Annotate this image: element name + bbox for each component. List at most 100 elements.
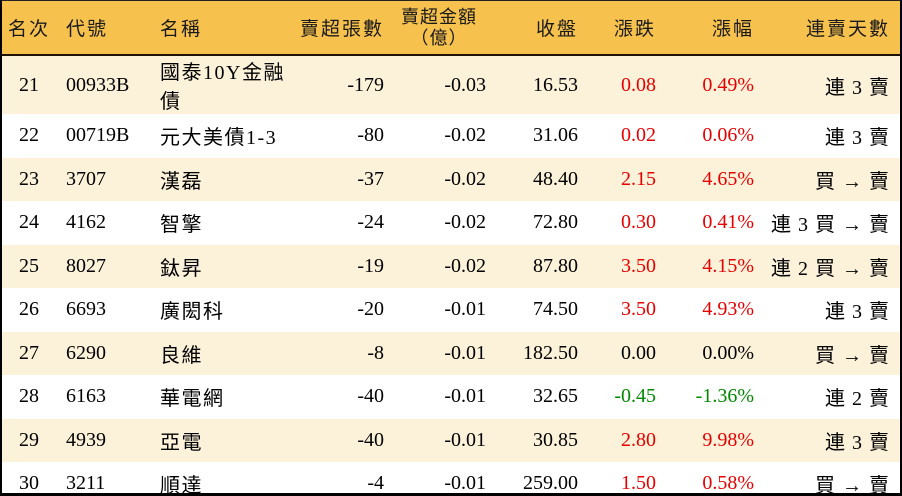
- code-cell: 00933B: [66, 73, 130, 96]
- streak-cell: 連 3 買 → 賣: [771, 214, 890, 237]
- change-pct-cell: 4.65%: [702, 167, 754, 190]
- close-cell: 32.65: [533, 385, 578, 408]
- col-header-streak: 連賣天數: [762, 1, 900, 56]
- streak-cell: 連 3 賣: [825, 127, 890, 150]
- sell-volume-cell: -19: [357, 254, 384, 277]
- name-cell: 廣閎科: [160, 301, 225, 324]
- table-row: 29 4939 亞電 -40 -0.01 30.85 2.80 9.98% 連 …: [2, 418, 900, 462]
- rank-cell: 24: [19, 211, 39, 234]
- close-cell: 48.40: [533, 167, 578, 190]
- col-header-change-pct: 漲幅: [664, 1, 762, 56]
- change-cell: 0.30: [621, 211, 656, 234]
- name-cell: 亞電: [160, 431, 203, 454]
- col-header-change: 漲跌: [586, 1, 664, 56]
- table-row: 21 00933B 國泰10Y金融債 -179 -0.03 16.53 0.08…: [2, 55, 900, 114]
- table-row: 23 3707 漢磊 -37 -0.02 48.40 2.15 4.65% 買 …: [2, 157, 900, 201]
- sell-amount-cell: -0.03: [444, 73, 486, 96]
- rank-cell: 25: [19, 254, 39, 277]
- change-pct-cell: 4.15%: [702, 254, 754, 277]
- sell-amount-cell: -0.01: [444, 385, 486, 408]
- change-pct-cell: -1.36%: [695, 385, 754, 408]
- close-cell: 30.85: [533, 428, 578, 451]
- name-cell: 智擎: [160, 214, 203, 237]
- rank-cell: 21: [19, 73, 39, 96]
- sell-amount-cell: -0.01: [444, 472, 486, 495]
- rank-cell: 23: [19, 167, 39, 190]
- sell-volume-cell: -40: [357, 428, 384, 451]
- change-cell: 3.50: [621, 254, 656, 277]
- change-cell: 2.80: [621, 428, 656, 451]
- streak-cell: 買 → 賣: [815, 344, 890, 367]
- close-cell: 31.06: [533, 124, 578, 147]
- name-cell: 華電網: [160, 388, 225, 411]
- name-cell: 順達: [160, 475, 203, 496]
- table-row: 22 00719B 元大美債1-3 -80 -0.02 31.06 0.02 0…: [2, 114, 900, 158]
- streak-cell: 連 2 買 → 賣: [771, 257, 890, 280]
- sell-amount-cell: -0.02: [444, 124, 486, 147]
- col-header-close: 收盤: [494, 1, 586, 56]
- table-row: 24 4162 智擎 -24 -0.02 72.80 0.30 0.41% 連 …: [2, 201, 900, 245]
- sell-volume-cell: -37: [357, 167, 384, 190]
- change-cell: 2.15: [621, 167, 656, 190]
- table-row: 30 3211 順達 -4 -0.01 259.00 1.50 0.58% 買 …: [2, 462, 900, 496]
- sell-volume-cell: -40: [357, 385, 384, 408]
- col-header-sell-volume: 賣超張數: [300, 1, 392, 56]
- sell-amount-label-line2: （億）: [410, 27, 468, 48]
- header-row: 名次 代號 名稱 賣超張數 賣超金額 （億） 收盤 漲跌 漲幅 連賣天數: [2, 1, 900, 56]
- code-cell: 6163: [66, 385, 106, 408]
- streak-cell: 連 3 賣: [825, 76, 890, 99]
- close-cell: 72.80: [533, 211, 578, 234]
- close-cell: 87.80: [533, 254, 578, 277]
- change-cell: 0.02: [621, 124, 656, 147]
- close-cell: 259.00: [523, 472, 578, 495]
- streak-cell: 連 3 賣: [825, 431, 890, 454]
- name-cell: 漢磊: [160, 170, 203, 193]
- sell-amount-cell: -0.02: [444, 211, 486, 234]
- sell-amount-label-line1: 賣超金額: [401, 6, 477, 27]
- change-pct-cell: 4.93%: [702, 298, 754, 321]
- sell-amount-cell: -0.02: [444, 167, 486, 190]
- code-cell: 3211: [66, 472, 106, 495]
- sell-volume-cell: -20: [357, 298, 384, 321]
- streak-cell: 連 3 賣: [825, 301, 890, 324]
- table-row: 26 6693 廣閎科 -20 -0.01 74.50 3.50 4.93% 連…: [2, 288, 900, 332]
- change-pct-cell: 0.49%: [702, 73, 754, 96]
- name-cell: 元大美債1-3: [160, 127, 278, 150]
- change-cell: -0.45: [614, 385, 656, 408]
- code-cell: 8027: [66, 254, 106, 277]
- code-cell: 00719B: [66, 124, 130, 147]
- table-row: 27 6290 良維 -8 -0.01 182.50 0.00 0.00% 買 …: [2, 331, 900, 375]
- rank-cell: 28: [19, 385, 39, 408]
- change-pct-cell: 0.58%: [702, 472, 754, 495]
- sell-volume-cell: -24: [357, 211, 384, 234]
- table-row: 28 6163 華電網 -40 -0.01 32.65 -0.45 -1.36%…: [2, 375, 900, 419]
- change-cell: 1.50: [621, 472, 656, 495]
- sell-amount-cell: -0.02: [444, 254, 486, 277]
- change-pct-cell: 0.00%: [702, 341, 754, 364]
- col-header-sell-amount: 賣超金額 （億）: [392, 1, 494, 56]
- code-cell: 6693: [66, 298, 106, 321]
- table-body: 21 00933B 國泰10Y金融債 -179 -0.03 16.53 0.08…: [2, 55, 900, 496]
- sell-amount-cell: -0.01: [444, 428, 486, 451]
- change-pct-cell: 9.98%: [702, 428, 754, 451]
- name-cell: 良維: [160, 344, 203, 367]
- code-cell: 4162: [66, 211, 106, 234]
- change-cell: 3.50: [621, 298, 656, 321]
- close-cell: 182.50: [523, 341, 578, 364]
- rank-cell: 22: [19, 124, 39, 147]
- sell-volume-cell: -80: [357, 124, 384, 147]
- rank-cell: 27: [19, 341, 39, 364]
- change-pct-cell: 0.41%: [702, 211, 754, 234]
- sell-amount-cell: -0.01: [444, 341, 486, 364]
- change-pct-cell: 0.06%: [702, 124, 754, 147]
- change-cell: 0.00: [621, 341, 656, 364]
- streak-cell: 買 → 賣: [815, 170, 890, 193]
- streak-cell: 連 2 賣: [825, 388, 890, 411]
- code-cell: 3707: [66, 167, 106, 190]
- table-row: 25 8027 鈦昇 -19 -0.02 87.80 3.50 4.15% 連 …: [2, 244, 900, 288]
- sell-volume-cell: -8: [367, 341, 384, 364]
- close-cell: 74.50: [533, 298, 578, 321]
- rank-cell: 26: [19, 298, 39, 321]
